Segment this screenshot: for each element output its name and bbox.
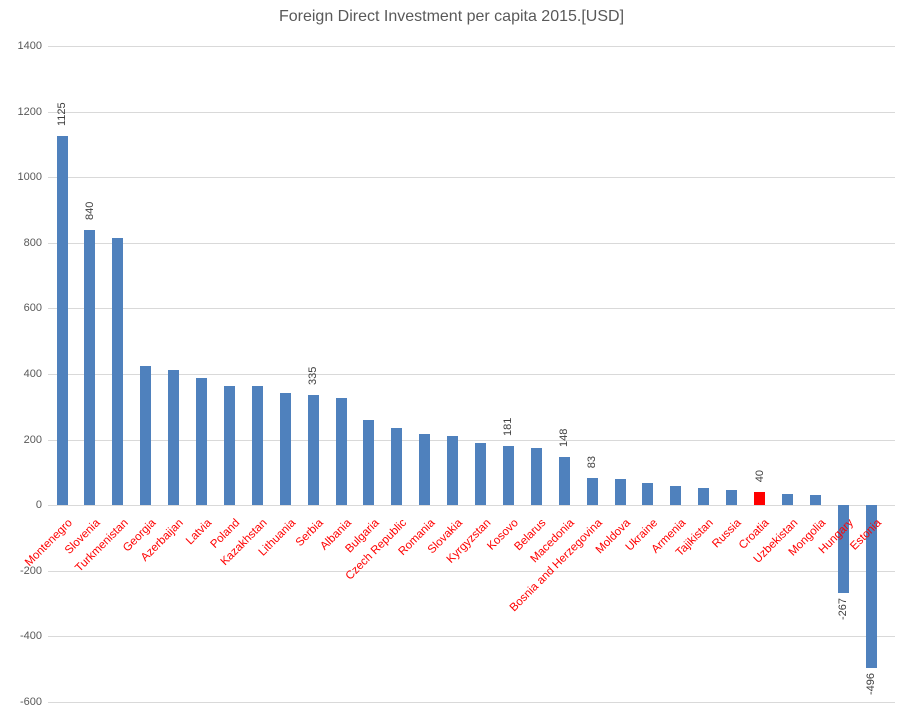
gridline <box>48 505 895 507</box>
bar-belarus[interactable] <box>530 448 542 506</box>
bar-romania[interactable] <box>419 433 431 506</box>
bar-value-label-croatia: 40 <box>753 469 766 483</box>
gridline <box>48 702 895 703</box>
y-axis-tick-label: 1400 <box>17 40 42 52</box>
y-axis-tick-label: 800 <box>23 236 42 249</box>
bar-kazakhstan[interactable] <box>251 386 263 506</box>
gridline <box>48 374 895 375</box>
bar-value-label-montenegro: 1125 <box>56 102 68 127</box>
bar-kyrgyzstan[interactable] <box>475 443 486 506</box>
bar-value-label-hungary: -267 <box>837 597 850 620</box>
bar-armenia[interactable] <box>670 485 682 506</box>
gridline <box>48 636 895 638</box>
bar-poland[interactable] <box>223 386 235 506</box>
bar-slovakia[interactable] <box>447 436 459 506</box>
bar-czech-republic[interactable] <box>391 427 403 506</box>
bar-slovenia[interactable] <box>84 229 96 506</box>
bar-value-label-kosovo: 181 <box>502 417 515 436</box>
y-axis-tick-label: 0 <box>35 499 42 512</box>
bar-georgia[interactable] <box>140 365 152 506</box>
bar-croatia[interactable] <box>754 492 765 506</box>
gridline <box>48 439 895 441</box>
bar-montenegro[interactable] <box>56 136 68 506</box>
gridline <box>48 177 895 179</box>
gridline <box>48 111 895 113</box>
y-axis-tick-label: -400 <box>19 630 42 643</box>
bar-mongolia[interactable] <box>809 495 821 506</box>
bar-value-label-bosnia-and-herzegovina: 83 <box>586 455 599 468</box>
bar-hungary[interactable] <box>837 505 849 593</box>
gridline <box>48 308 895 310</box>
y-axis-tick-label: 1200 <box>17 105 42 118</box>
bar-estonia[interactable] <box>865 505 877 668</box>
bar-turkmenistan[interactable] <box>112 237 124 506</box>
gridline <box>48 242 895 244</box>
gridline <box>48 570 895 572</box>
bar-lithuania[interactable] <box>279 393 291 506</box>
bar-ukraine[interactable] <box>642 482 654 506</box>
y-axis-tick-label: -600 <box>19 696 42 708</box>
y-axis-tick-label: -200 <box>19 564 42 577</box>
bar-value-label-serbia: 335 <box>307 366 320 386</box>
bar-value-label-slovenia: 840 <box>83 201 96 220</box>
bar-serbia[interactable] <box>307 395 319 506</box>
bar-albania[interactable] <box>335 397 347 506</box>
bar-moldova[interactable] <box>614 478 626 506</box>
y-axis-tick-label: 600 <box>23 302 42 315</box>
bar-value-label-estonia: -496 <box>865 672 878 695</box>
gridline <box>48 46 895 47</box>
chart-title: Foreign Direct Investment per capita 201… <box>278 8 625 25</box>
bar-tajikistan[interactable] <box>698 488 710 506</box>
y-axis-tick-label: 200 <box>23 433 42 446</box>
bar-latvia[interactable] <box>196 377 207 506</box>
y-axis-tick-label: 1000 <box>17 171 42 184</box>
bar-macedonia[interactable] <box>558 456 570 506</box>
bar-uzbekistan[interactable] <box>781 494 793 506</box>
bar-kosovo[interactable] <box>502 445 514 506</box>
bar-bosnia-and-herzegovina[interactable] <box>586 477 598 506</box>
y-axis-tick-label: 400 <box>23 368 42 380</box>
bar-bulgaria[interactable] <box>363 419 375 506</box>
bar-azerbaijan[interactable] <box>168 370 180 506</box>
bar-value-label-macedonia: 148 <box>558 428 571 447</box>
bar-russia[interactable] <box>726 489 738 506</box>
